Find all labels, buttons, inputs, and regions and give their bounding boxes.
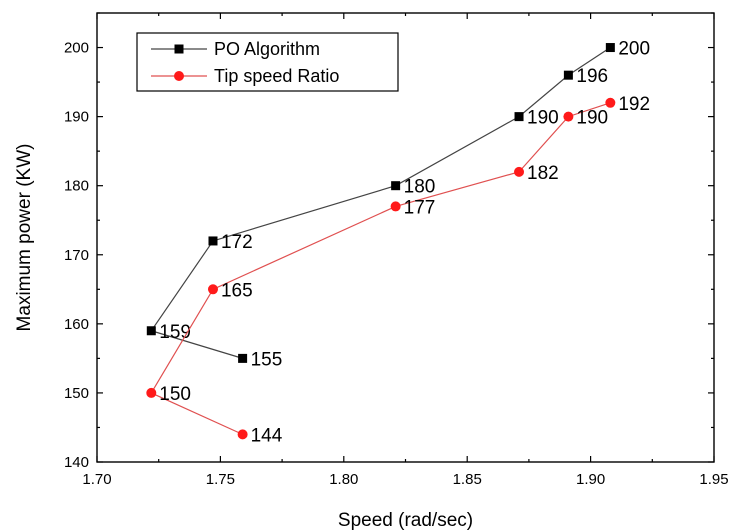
legend-box	[136, 32, 399, 92]
data-point	[237, 429, 248, 440]
legend-label: PO Algorithm	[214, 39, 320, 59]
x-axis-title: Speed (rad/sec)	[338, 510, 473, 531]
data-label: 159	[159, 322, 191, 343]
data-label: 196	[576, 66, 608, 87]
y-tick-label: 190	[64, 109, 89, 126]
legend-marker	[174, 71, 184, 81]
x-tick-label: 1.80	[329, 471, 358, 488]
series-line	[150, 102, 611, 435]
x-tick-label: 1.70	[82, 471, 111, 488]
data-label: 150	[159, 384, 191, 405]
data-label: 182	[527, 163, 559, 184]
x-tick-label: 1.75	[206, 471, 235, 488]
legend: PO Algorithm Tip speed Ratio	[136, 32, 399, 92]
data-label: 190	[576, 108, 608, 129]
y-tick-label: 180	[64, 178, 89, 195]
data-point	[208, 236, 218, 246]
data-label: 180	[404, 177, 436, 198]
y-tick-label: 170	[64, 247, 89, 264]
y-tick-label: 160	[64, 316, 89, 333]
data-point	[605, 43, 615, 53]
data-label: 165	[221, 280, 253, 301]
y-tick-label: 200	[64, 40, 89, 57]
axes-layer: 1.70 1.75 1.80 1.85 1.90 1.951401501601701801…	[64, 12, 729, 488]
y-tick-label: 150	[64, 385, 89, 402]
legend-label: Tip speed Ratio	[214, 66, 339, 86]
data-point	[390, 201, 401, 212]
data-point	[563, 111, 574, 122]
x-tick-label: 1.85	[453, 471, 482, 488]
data-point	[605, 97, 616, 108]
x-tick-label: 1.95	[699, 471, 728, 488]
data-point	[238, 353, 248, 363]
data-label: 200	[618, 39, 650, 60]
data-point	[514, 112, 524, 122]
legend-marker	[174, 44, 184, 54]
data-point	[146, 326, 156, 336]
data-point	[146, 387, 157, 398]
data-label: 192	[618, 94, 650, 115]
y-axis-title: Maximum power (KW)	[14, 144, 35, 332]
data-label: 190	[527, 108, 559, 129]
data-label: 144	[251, 425, 283, 446]
data-label: 177	[404, 197, 436, 218]
data-point	[391, 181, 401, 191]
data-point	[563, 70, 573, 80]
data-label: 172	[221, 232, 253, 253]
series-layer: 1551591721801901962001441501651771821901…	[146, 39, 650, 446]
series-tip-speed-ratio: 144 150 165 177 182 190 192	[146, 94, 650, 446]
series-po-algorithm: 155 159 172 180 190 196 200	[146, 39, 650, 370]
data-point	[207, 284, 218, 295]
data-label: 155	[251, 349, 283, 370]
legend-entry: PO Algorithm	[151, 39, 320, 59]
data-point	[514, 166, 525, 177]
x-tick-label: 1.90	[576, 471, 605, 488]
legend-entry: Tip speed Ratio	[151, 66, 339, 86]
series-line	[150, 47, 611, 359]
y-tick-label: 140	[64, 454, 89, 471]
